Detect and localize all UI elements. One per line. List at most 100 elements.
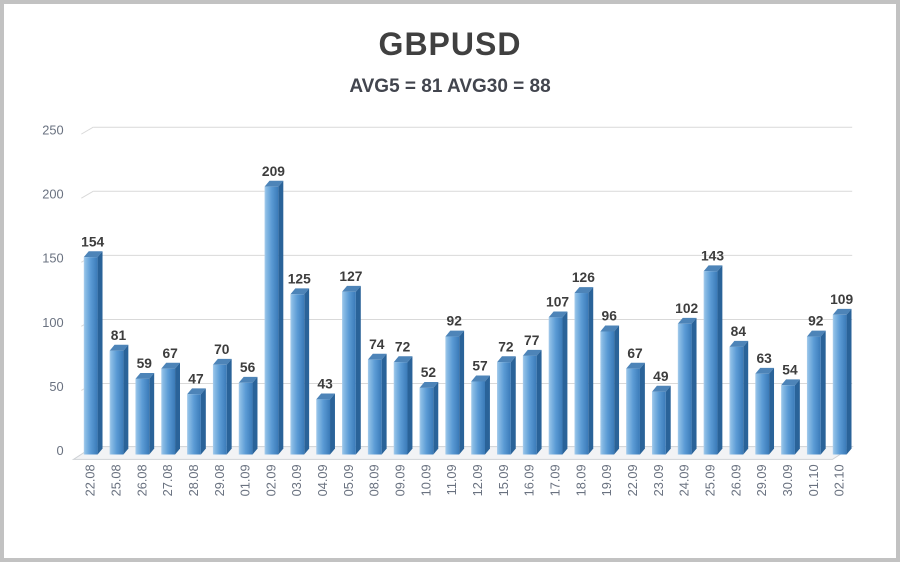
bar-26.09: 84 26.09 bbox=[728, 324, 749, 496]
bar-value-label: 72 bbox=[395, 339, 411, 354]
bar-19.09: 96 19.09 bbox=[599, 309, 620, 496]
bar-top-face bbox=[574, 287, 594, 294]
y-axis-label: 0 bbox=[56, 443, 63, 458]
x-axis-label: 22.09 bbox=[625, 464, 640, 496]
y-axis-label: 100 bbox=[42, 315, 63, 330]
bar-front-face bbox=[238, 382, 253, 455]
bar-24.09: 102 24.09 bbox=[675, 301, 698, 496]
chart-title: GBPUSD bbox=[378, 26, 522, 62]
bar-value-label: 43 bbox=[317, 377, 333, 392]
bar-front-face bbox=[109, 350, 124, 455]
bar-top-face bbox=[342, 285, 361, 292]
x-axis-label: 19.09 bbox=[599, 464, 614, 496]
bar-front-face bbox=[471, 381, 485, 455]
x-axis-label: 25.09 bbox=[702, 464, 717, 496]
bar-top-face bbox=[290, 288, 310, 295]
x-axis-label: 29.09 bbox=[754, 464, 769, 496]
bar-22.09: 67 22.09 bbox=[625, 346, 645, 496]
bar-02.09: 209 02.09 bbox=[262, 164, 285, 497]
bar-value-label: 67 bbox=[627, 346, 643, 361]
bar-top-face bbox=[367, 353, 387, 360]
x-axis-label: 03.09 bbox=[289, 464, 304, 496]
bar-front-face bbox=[212, 364, 227, 455]
bar-value-label: 127 bbox=[339, 269, 362, 284]
x-axis-label: 26.09 bbox=[728, 464, 743, 496]
bar-side-face bbox=[717, 265, 723, 455]
bar-side-face bbox=[407, 356, 413, 455]
bar-10.09: 52 10.09 bbox=[418, 365, 439, 496]
bar-side-face bbox=[484, 375, 490, 455]
x-axis-label: 24.09 bbox=[677, 464, 692, 496]
bar-top-face bbox=[781, 379, 800, 386]
bar-top-face bbox=[703, 265, 723, 272]
chart-subtitle: AVG5 = 81 AVG30 = 88 bbox=[349, 76, 551, 97]
bar-value-label: 125 bbox=[288, 271, 311, 286]
bar-side-face bbox=[614, 325, 620, 455]
bar-top-face bbox=[677, 317, 697, 324]
bar-28.08: 47 28.08 bbox=[186, 371, 206, 496]
bar-value-label: 59 bbox=[137, 356, 153, 371]
bar-25.08: 81 25.08 bbox=[108, 328, 129, 496]
bar-02.10: 109 02.10 bbox=[830, 292, 853, 496]
volatility-bar-chart: 0 50 100 150 200 250 154 22.08 81 25.08 59 26.08 67 2… bbox=[42, 123, 854, 497]
bar-top-face bbox=[316, 393, 335, 400]
bar-top-face bbox=[600, 325, 620, 332]
x-axis-label: 05.09 bbox=[341, 464, 356, 496]
bar-30.09: 54 30.09 bbox=[780, 362, 800, 496]
bar-top-face bbox=[187, 388, 206, 395]
bar-value-label: 67 bbox=[162, 346, 178, 361]
bar-side-face bbox=[200, 388, 206, 455]
bar-front-face bbox=[393, 362, 408, 455]
bar-front-face bbox=[626, 368, 640, 455]
x-axis-label: 26.08 bbox=[134, 464, 149, 496]
bar-top-face bbox=[497, 356, 516, 363]
bar-top-face bbox=[161, 362, 180, 369]
bar-top-face bbox=[832, 308, 852, 315]
x-axis-label: 18.09 bbox=[573, 464, 588, 496]
bar-side-face bbox=[820, 330, 826, 455]
bar-side-face bbox=[304, 288, 310, 455]
bar-side-face bbox=[510, 356, 516, 455]
bar-value-label: 52 bbox=[421, 365, 437, 380]
bar-17.09: 107 17.09 bbox=[546, 295, 569, 497]
bar-value-label: 77 bbox=[524, 333, 540, 348]
bar-value-label: 209 bbox=[262, 164, 285, 179]
bar-top-face bbox=[471, 375, 490, 382]
bar-side-face bbox=[588, 287, 594, 455]
bar-front-face bbox=[83, 257, 98, 455]
x-axis-label: 23.09 bbox=[651, 464, 666, 496]
gridline-perspective-tail bbox=[81, 126, 94, 135]
bar-front-face bbox=[419, 387, 434, 455]
bar-value-label: 70 bbox=[214, 342, 230, 357]
x-axis-label: 27.08 bbox=[160, 464, 175, 496]
gridline-perspective-tail bbox=[81, 190, 94, 199]
bar-side-face bbox=[123, 344, 129, 455]
bar-front-face bbox=[522, 355, 537, 455]
bar-value-label: 107 bbox=[546, 295, 569, 310]
bar-top-face bbox=[806, 330, 826, 337]
bar-front-face bbox=[729, 346, 744, 455]
bar-top-face bbox=[393, 356, 413, 363]
y-axis-label: 50 bbox=[49, 379, 63, 394]
bar-value-label: 84 bbox=[731, 324, 747, 339]
bar-side-face bbox=[278, 180, 284, 455]
bar-front-face bbox=[600, 331, 615, 455]
x-axis-label: 11.09 bbox=[444, 464, 459, 495]
bar-01.09: 56 01.09 bbox=[238, 360, 258, 496]
bar-side-face bbox=[330, 393, 335, 455]
x-axis-label: 01.10 bbox=[806, 464, 821, 496]
bar-top-face bbox=[445, 330, 465, 337]
bar-12.09: 57 12.09 bbox=[470, 359, 490, 496]
x-axis-label: 08.09 bbox=[367, 464, 382, 496]
bar-side-face bbox=[175, 362, 180, 455]
x-axis-label: 02.09 bbox=[263, 464, 278, 496]
bar-11.09: 92 11.09 bbox=[444, 314, 465, 495]
bar-front-face bbox=[806, 336, 821, 455]
bar-side-face bbox=[252, 376, 258, 455]
bar-05.09: 127 05.09 bbox=[339, 269, 362, 496]
bar-value-label: 154 bbox=[81, 234, 104, 249]
bar-23.09: 49 23.09 bbox=[651, 369, 671, 496]
bar-side-face bbox=[846, 308, 852, 455]
bar-value-label: 72 bbox=[498, 339, 514, 354]
